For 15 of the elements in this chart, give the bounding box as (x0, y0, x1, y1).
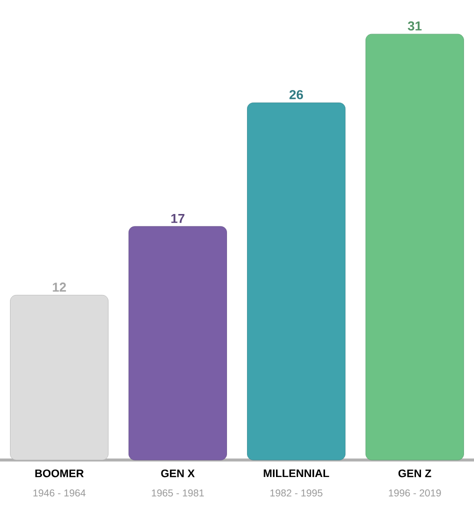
data-label: 26 (290, 90, 303, 100)
bar (247, 102, 346, 460)
text: 1946 - 1964 (33, 489, 86, 496)
text: 1965 - 1981 (152, 489, 204, 496)
x-tick-label: GEN X (161, 470, 195, 478)
data-label: 12 (52, 282, 66, 292)
x-tick-label: BOOMER (35, 470, 84, 478)
text: 1982 - 1995 (270, 489, 322, 496)
bar (128, 226, 227, 460)
x-tick-label: GEN Z (398, 470, 432, 478)
bar (366, 34, 464, 460)
text: 1996 - 2019 (388, 489, 441, 496)
data-label: 31 (408, 21, 422, 31)
data-label: 17 (171, 214, 184, 223)
x-tick-label: MILLENNIAL (264, 470, 330, 478)
